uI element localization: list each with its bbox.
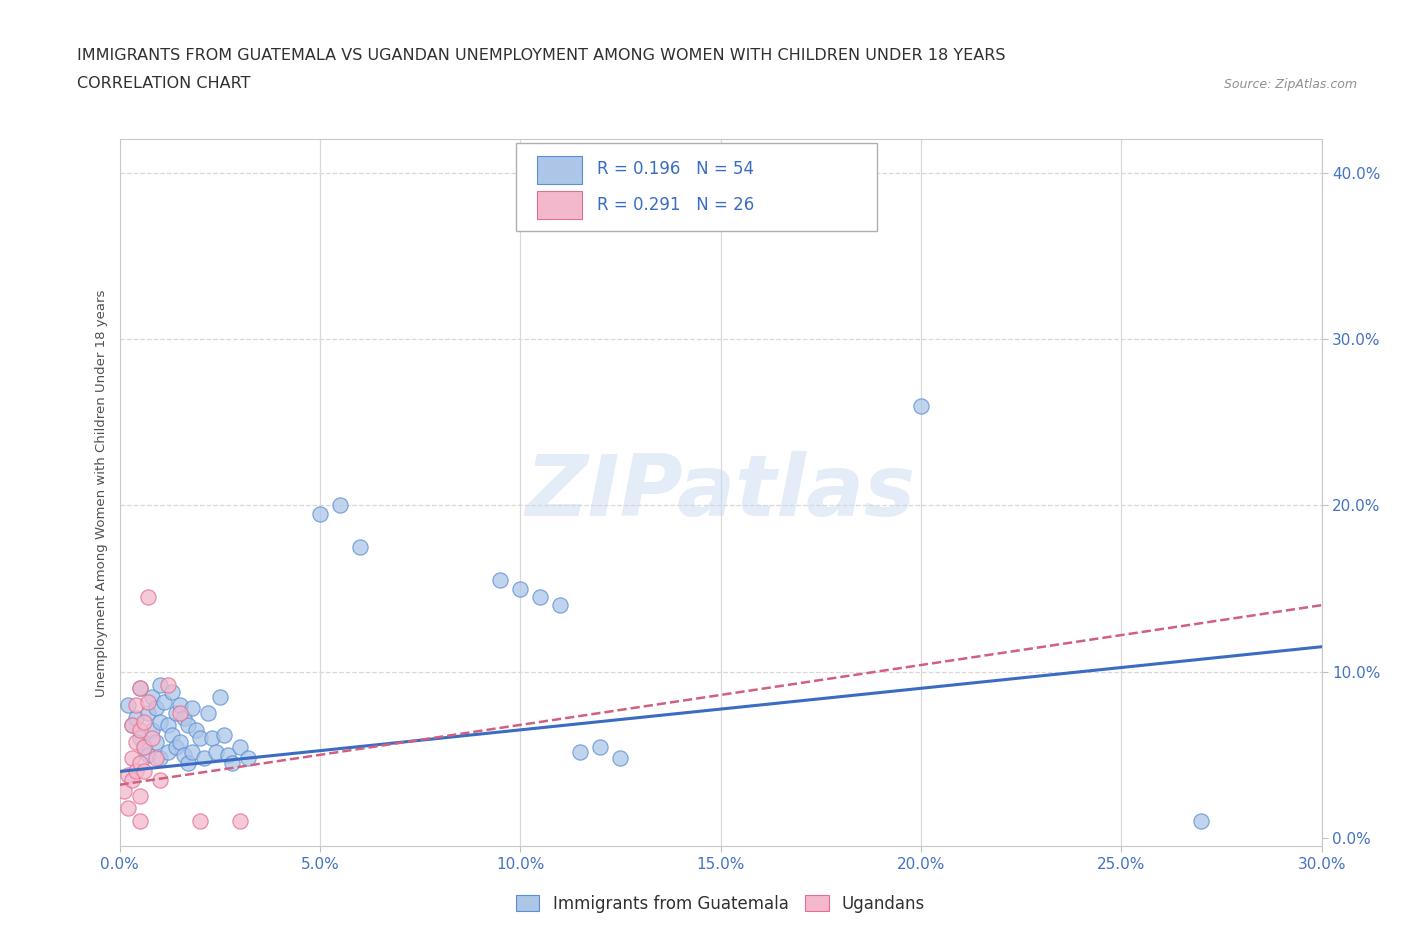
Point xyxy=(136,590,159,604)
Point xyxy=(156,744,179,759)
Point xyxy=(329,498,352,512)
Point xyxy=(156,717,179,732)
Legend: Immigrants from Guatemala, Ugandans: Immigrants from Guatemala, Ugandans xyxy=(509,888,932,919)
Point xyxy=(149,751,172,765)
Point xyxy=(128,681,150,696)
Point xyxy=(141,731,163,746)
Point xyxy=(169,706,191,721)
Point xyxy=(128,789,150,804)
Point xyxy=(152,694,174,709)
Point xyxy=(145,751,167,765)
Point xyxy=(121,717,143,732)
Point xyxy=(180,701,202,716)
Point xyxy=(349,539,371,554)
Point xyxy=(124,698,146,712)
Point xyxy=(149,772,172,787)
Point xyxy=(173,748,195,763)
Point xyxy=(188,814,211,829)
Point xyxy=(156,678,179,693)
Point xyxy=(112,784,135,799)
Point xyxy=(132,739,155,754)
Point xyxy=(529,590,551,604)
Point xyxy=(117,801,139,816)
Point xyxy=(136,694,159,709)
Point xyxy=(201,731,224,746)
Point xyxy=(132,714,155,729)
Point xyxy=(236,751,259,765)
Point xyxy=(160,684,183,699)
Point xyxy=(132,739,155,754)
Point xyxy=(117,698,139,712)
Point xyxy=(188,731,211,746)
Point xyxy=(569,744,592,759)
Point xyxy=(165,739,187,754)
Text: R = 0.291   N = 26: R = 0.291 N = 26 xyxy=(596,195,754,214)
Point xyxy=(141,689,163,704)
Point xyxy=(176,717,198,732)
Bar xyxy=(537,155,582,184)
Point xyxy=(197,706,219,721)
Point xyxy=(136,706,159,721)
Point xyxy=(228,814,252,829)
Text: IMMIGRANTS FROM GUATEMALA VS UGANDAN UNEMPLOYMENT AMONG WOMEN WITH CHILDREN UNDE: IMMIGRANTS FROM GUATEMALA VS UGANDAN UNE… xyxy=(77,48,1005,63)
Text: ZIPatlas: ZIPatlas xyxy=(526,451,915,535)
Y-axis label: Unemployment Among Women with Children Under 18 years: Unemployment Among Women with Children U… xyxy=(96,289,108,697)
Point xyxy=(212,727,235,742)
Point xyxy=(589,739,612,754)
Point xyxy=(128,723,150,737)
Point xyxy=(221,756,243,771)
Point xyxy=(128,814,150,829)
Point xyxy=(121,717,143,732)
Point xyxy=(145,701,167,716)
Text: Source: ZipAtlas.com: Source: ZipAtlas.com xyxy=(1223,78,1357,91)
Point xyxy=(165,706,187,721)
Point xyxy=(124,711,146,725)
Text: CORRELATION CHART: CORRELATION CHART xyxy=(77,76,250,91)
Point xyxy=(169,698,191,712)
Point xyxy=(132,764,155,779)
Point xyxy=(1191,814,1213,829)
Point xyxy=(489,573,512,588)
Point xyxy=(169,734,191,749)
Point xyxy=(180,744,202,759)
Point xyxy=(550,598,572,613)
Point xyxy=(149,714,172,729)
Point xyxy=(204,744,226,759)
Point xyxy=(228,739,252,754)
Point xyxy=(217,748,239,763)
Point xyxy=(173,711,195,725)
Point xyxy=(208,689,231,704)
Point xyxy=(124,764,146,779)
Point xyxy=(128,731,150,746)
Point xyxy=(176,756,198,771)
Text: R = 0.196   N = 54: R = 0.196 N = 54 xyxy=(596,160,754,179)
Point xyxy=(160,727,183,742)
Point xyxy=(128,681,150,696)
Point xyxy=(149,678,172,693)
Point xyxy=(141,723,163,737)
Point xyxy=(609,751,631,765)
Bar xyxy=(537,191,582,219)
Point xyxy=(121,751,143,765)
Point xyxy=(309,506,332,521)
Point xyxy=(145,734,167,749)
Point xyxy=(128,756,150,771)
FancyBboxPatch shape xyxy=(516,143,877,232)
Point xyxy=(124,734,146,749)
Point xyxy=(184,723,207,737)
Point xyxy=(509,581,531,596)
Point xyxy=(117,767,139,782)
Point xyxy=(193,751,215,765)
Point xyxy=(136,748,159,763)
Point xyxy=(121,772,143,787)
Point xyxy=(910,398,932,413)
